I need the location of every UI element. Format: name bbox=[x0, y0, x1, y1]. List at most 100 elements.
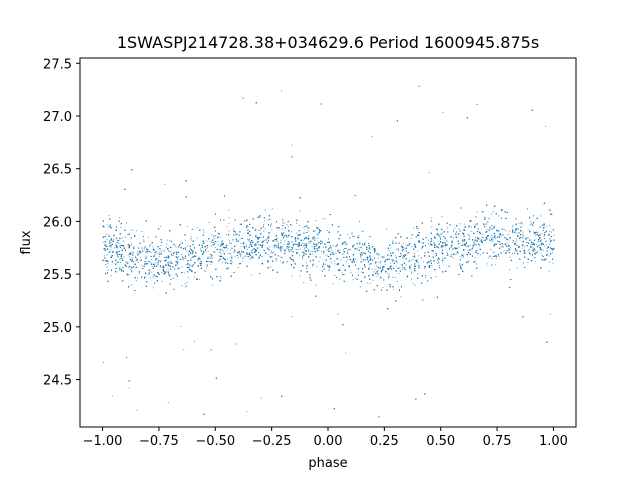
data-point bbox=[162, 249, 164, 251]
data-point bbox=[105, 246, 107, 248]
data-point bbox=[527, 237, 529, 238]
data-point bbox=[196, 237, 198, 239]
data-point bbox=[250, 274, 252, 276]
data-point bbox=[307, 248, 309, 250]
data-point bbox=[264, 220, 266, 222]
data-point bbox=[488, 218, 490, 220]
data-point bbox=[375, 265, 377, 267]
data-point bbox=[170, 261, 172, 263]
data-point bbox=[111, 395, 113, 397]
data-point bbox=[318, 261, 320, 262]
data-point bbox=[330, 262, 332, 263]
data-point bbox=[532, 242, 534, 244]
data-point bbox=[457, 252, 459, 254]
data-point bbox=[339, 249, 341, 251]
data-point bbox=[113, 235, 115, 237]
data-point bbox=[136, 253, 138, 255]
data-point bbox=[106, 233, 108, 235]
data-point bbox=[396, 281, 398, 282]
data-point bbox=[436, 234, 438, 235]
data-point bbox=[541, 233, 543, 235]
data-point bbox=[149, 277, 151, 279]
data-point bbox=[270, 224, 272, 226]
data-point bbox=[533, 231, 535, 233]
data-point bbox=[420, 247, 422, 249]
data-point bbox=[136, 409, 138, 411]
data-point bbox=[107, 262, 109, 264]
data-point bbox=[268, 232, 270, 234]
data-point bbox=[125, 262, 127, 264]
data-point bbox=[430, 241, 432, 243]
data-point bbox=[127, 254, 129, 256]
data-point bbox=[472, 247, 474, 249]
data-point bbox=[171, 255, 173, 257]
data-point bbox=[303, 246, 305, 248]
data-point bbox=[132, 255, 134, 256]
data-point bbox=[311, 246, 313, 248]
data-point bbox=[538, 238, 540, 240]
data-point bbox=[231, 255, 233, 257]
data-point bbox=[541, 239, 543, 241]
data-point bbox=[190, 257, 192, 259]
data-point bbox=[515, 244, 517, 246]
data-point bbox=[364, 266, 366, 268]
data-point bbox=[132, 253, 134, 254]
data-point bbox=[376, 272, 378, 274]
data-point bbox=[486, 263, 488, 265]
data-point bbox=[346, 248, 348, 249]
data-point bbox=[249, 255, 251, 257]
data-point bbox=[295, 244, 297, 246]
data-point bbox=[447, 227, 449, 229]
data-point bbox=[437, 229, 438, 231]
data-point bbox=[159, 266, 161, 268]
data-point bbox=[296, 220, 298, 222]
data-point bbox=[374, 257, 375, 259]
data-point bbox=[280, 251, 282, 253]
data-point bbox=[345, 352, 347, 354]
data-point bbox=[272, 240, 274, 241]
data-point bbox=[332, 252, 334, 254]
data-point bbox=[442, 246, 444, 248]
data-point bbox=[492, 251, 494, 253]
data-point bbox=[493, 237, 495, 239]
data-point bbox=[469, 249, 471, 251]
data-point bbox=[355, 277, 357, 279]
data-point bbox=[516, 267, 518, 269]
data-point bbox=[417, 262, 419, 263]
data-point bbox=[442, 232, 444, 234]
data-point bbox=[132, 257, 134, 259]
data-point bbox=[159, 226, 161, 227]
data-point bbox=[528, 249, 530, 250]
data-point bbox=[413, 243, 415, 245]
data-point bbox=[358, 237, 360, 239]
data-point bbox=[491, 213, 492, 215]
data-point bbox=[237, 257, 239, 258]
data-point bbox=[257, 238, 258, 239]
data-point bbox=[251, 249, 253, 251]
data-point bbox=[474, 257, 476, 258]
data-point bbox=[374, 256, 376, 258]
data-point bbox=[549, 231, 551, 233]
data-point bbox=[249, 252, 251, 253]
data-point bbox=[299, 275, 301, 277]
data-point bbox=[382, 287, 384, 288]
data-point bbox=[125, 261, 127, 263]
data-point bbox=[339, 278, 341, 280]
data-point bbox=[260, 236, 262, 238]
data-point bbox=[522, 223, 524, 225]
data-point bbox=[398, 250, 399, 252]
data-point bbox=[314, 243, 316, 245]
data-point bbox=[152, 246, 154, 248]
data-point bbox=[546, 225, 548, 227]
data-point bbox=[465, 245, 467, 247]
data-point bbox=[442, 261, 444, 263]
data-point bbox=[282, 219, 284, 221]
data-point bbox=[542, 229, 544, 231]
data-point bbox=[186, 264, 188, 265]
data-point bbox=[460, 256, 462, 258]
data-point bbox=[409, 265, 411, 267]
data-point bbox=[237, 240, 239, 241]
data-point bbox=[128, 266, 130, 268]
data-point bbox=[509, 247, 511, 249]
data-point bbox=[386, 228, 388, 230]
